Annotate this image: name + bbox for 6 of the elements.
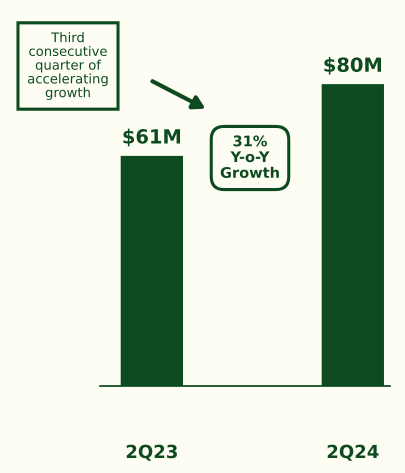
x-tick-label: 2Q23 <box>126 444 177 461</box>
annotation: Third consecutive quarter of accelerating growth <box>28 32 108 100</box>
data-label: $61M <box>123 128 180 146</box>
annotation: 31% Y-o-Y Growth <box>220 135 279 178</box>
data-label: $80M <box>324 56 381 75</box>
x-tick-label: 2Q24 <box>328 444 379 461</box>
